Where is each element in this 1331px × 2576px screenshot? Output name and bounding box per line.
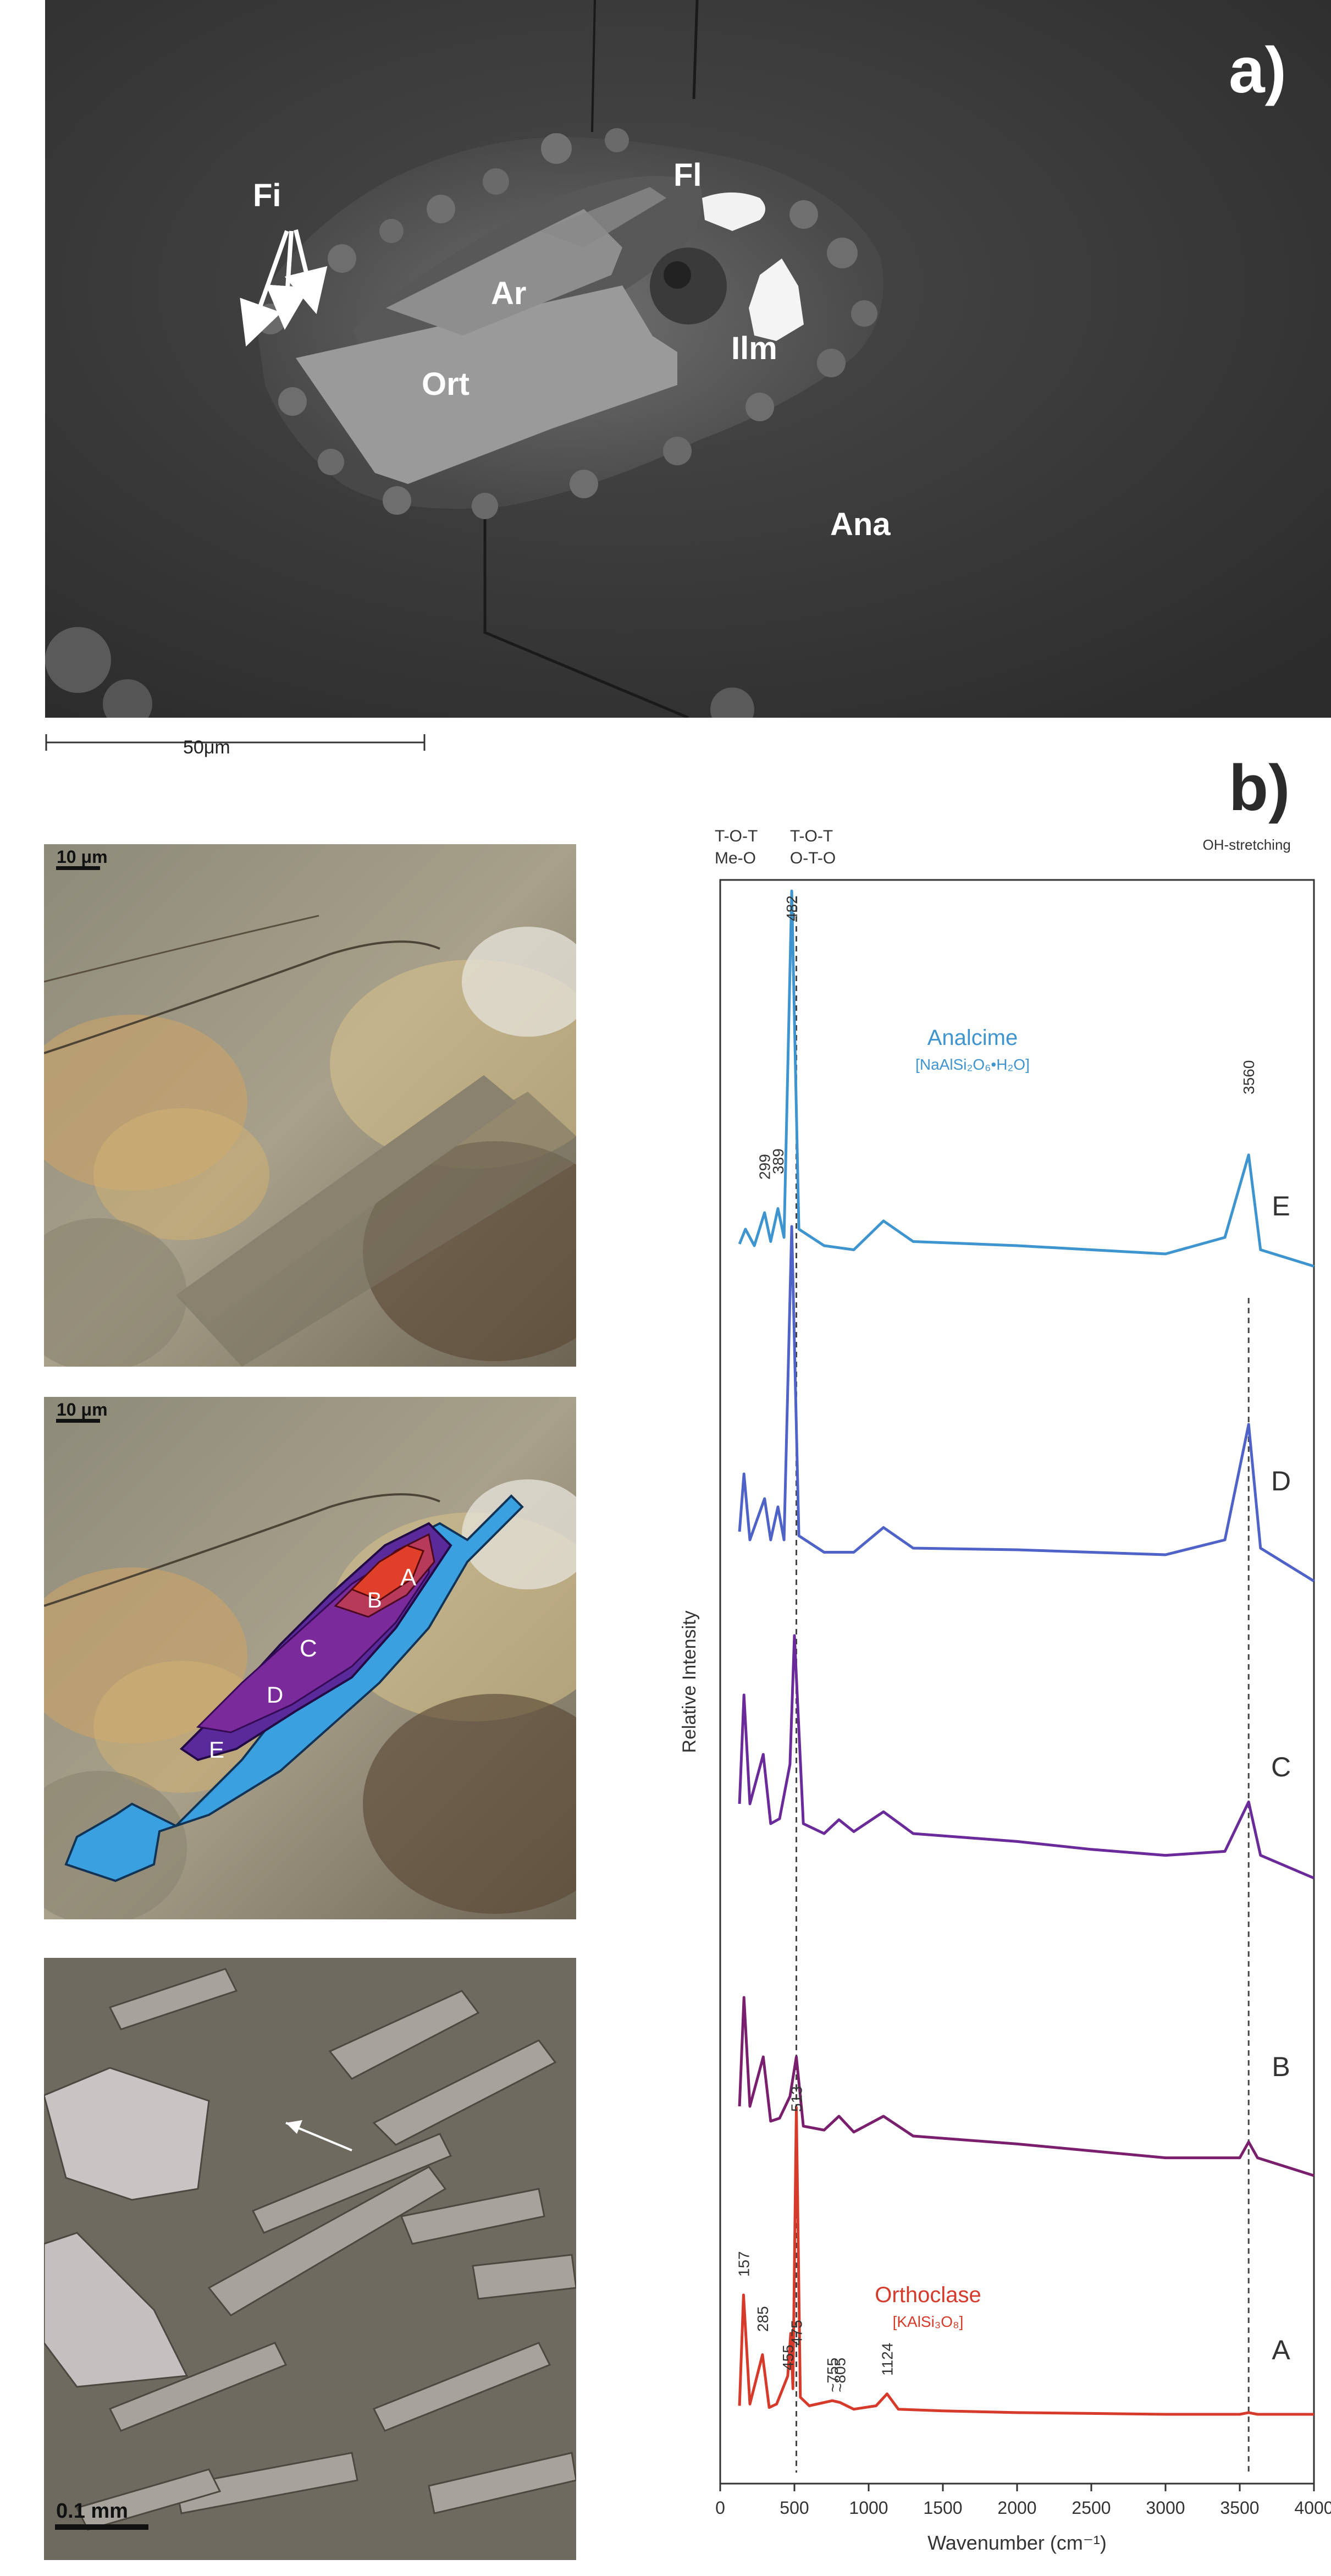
panel-b-label: b) <box>1229 752 1290 824</box>
zone-label-c: C <box>300 1635 317 1662</box>
sem-label-ilm: Ilm <box>731 331 777 366</box>
orthoclase-label: Orthoclase <box>875 2283 981 2307</box>
series-line-c <box>738 1634 1315 1880</box>
micrograph-top <box>44 844 576 1367</box>
zone-a-region <box>350 1544 424 1601</box>
x-tick-label: 1500 <box>923 2498 962 2518</box>
peak-label-475: 475 <box>788 2320 805 2346</box>
series-line-d <box>738 1225 1315 1583</box>
micrograph-middle-scale-label: 10 μm <box>57 1400 108 1419</box>
peak-label-755: ~755 <box>824 2358 841 2392</box>
peak-label-513: 513 <box>788 2086 805 2112</box>
raman-spectra-chart: 0 500 1000 1500 2000 2500 3000 3500 4000 Wavenumb… <box>679 827 1331 2554</box>
zone-label-b: B <box>367 1588 382 1612</box>
trace-label-a: A <box>1272 2335 1290 2365</box>
micrograph-bottom-scale-label: 0.1 mm <box>56 2500 128 2523</box>
x-axis-label: Wavenumber (cm⁻¹) <box>927 2531 1107 2554</box>
x-tick-label: 3500 <box>1220 2498 1259 2518</box>
micrograph-middle <box>44 1397 576 1919</box>
band-label-left-bottom: Me-O <box>715 849 756 867</box>
sem-label-fi: Fi <box>253 178 281 213</box>
sem-image <box>45 0 1331 731</box>
panel-a-label: a) <box>1229 34 1286 107</box>
band-label-left-top: T-O-T <box>715 827 758 845</box>
micrograph-top-scale-bar <box>56 866 100 870</box>
plot-frame <box>719 879 1315 2485</box>
micrograph-bottom <box>44 1958 576 2560</box>
series-line-e <box>738 889 1315 1268</box>
peak-label-455: 455 <box>780 2344 797 2370</box>
y-axis-label: Relative Intensity <box>679 1611 700 1753</box>
x-tick-label: 4000 <box>1294 2498 1331 2518</box>
analcime-formula: [NaAlSi₂O₆•H₂O] <box>915 1056 1030 1073</box>
sem-label-fl: Fl <box>673 157 702 193</box>
x-tick-label: 500 <box>780 2498 809 2518</box>
trace-label-c: C <box>1271 1752 1291 1782</box>
x-tick-label: 2500 <box>1072 2498 1111 2518</box>
x-tick-label: 2000 <box>997 2498 1036 2518</box>
zone-label-d: D <box>267 1682 284 1708</box>
scale-bar-50um <box>45 734 426 751</box>
scale-bar-50um-label: 50μm <box>183 737 230 758</box>
peak-label-805: ~805 <box>831 2358 848 2392</box>
peak-label-482: 482 <box>783 895 800 921</box>
x-tick-label: 3000 <box>1146 2498 1185 2518</box>
sem-label-ar: Ar <box>491 276 527 311</box>
micrograph-middle-scale-bar <box>56 1419 100 1423</box>
orthoclase-formula: [KAlSi₃O₈] <box>893 2313 964 2330</box>
band-label-right: OH-stretching <box>1203 836 1291 853</box>
micrograph-bottom-scale-bar <box>55 2524 148 2530</box>
sem-image-panel <box>45 0 1331 731</box>
peak-label-157: 157 <box>735 2251 752 2277</box>
band-label-mid-top: T-O-T <box>790 827 833 845</box>
trace-label-b: B <box>1272 2051 1290 2082</box>
x-tick-label: 0 <box>715 2498 725 2518</box>
zone-label-a: A <box>400 1564 417 1591</box>
zone-label-e: E <box>209 1737 225 1763</box>
peak-label-285: 285 <box>754 2306 771 2332</box>
sem-label-ana: Ana <box>830 507 891 542</box>
peak-label-3560: 3560 <box>1240 1060 1257 1094</box>
series-line-a <box>738 2106 1314 2416</box>
peak-label-299: 299 <box>756 1154 774 1180</box>
band-label-mid-bottom: O-T-O <box>790 849 836 867</box>
fi-arrows <box>240 229 328 347</box>
peak-label-1124: 1124 <box>879 2343 896 2376</box>
x-tick-label: 1000 <box>849 2498 888 2518</box>
micrograph-top-scale-label: 10 μm <box>57 847 108 867</box>
trace-label-e: E <box>1272 1191 1290 1221</box>
analcime-label: Analcime <box>927 1026 1018 1050</box>
trace-label-d: D <box>1271 1466 1291 1496</box>
series-line-b <box>738 1996 1315 2177</box>
sem-label-ort: Ort <box>422 366 470 402</box>
peak-label-389: 389 <box>770 1148 787 1174</box>
